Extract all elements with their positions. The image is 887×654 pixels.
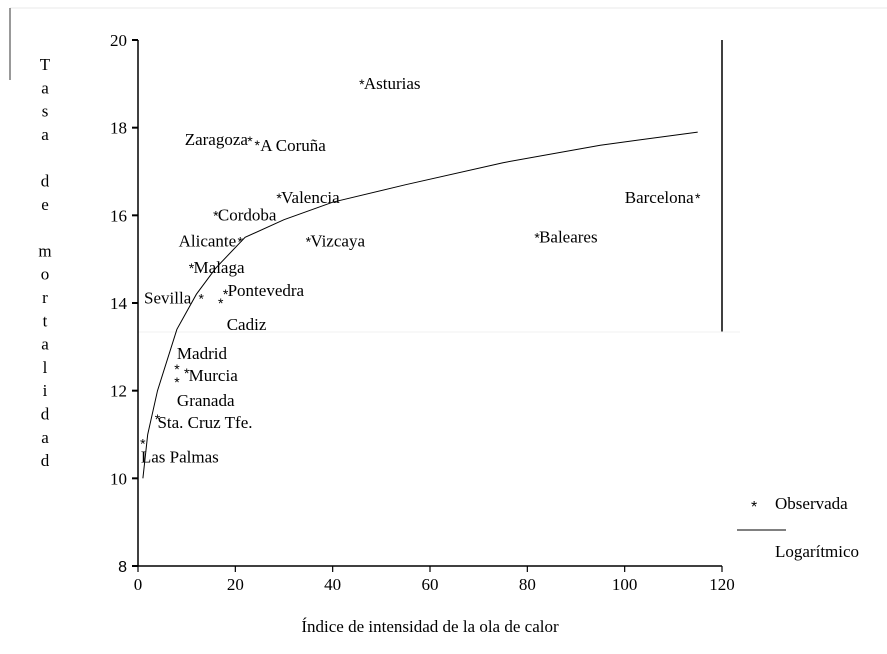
- data-point-marker: *: [276, 190, 282, 206]
- legend-fit-label: Logarítmico: [775, 542, 859, 561]
- y-tick-label: 8: [118, 559, 127, 576]
- point-label: Vizcaya: [310, 232, 365, 251]
- y-title-char: T: [40, 55, 51, 74]
- point-label: Madrid: [177, 344, 228, 363]
- x-tick-label: 60: [422, 575, 439, 594]
- x-tick-label: 120: [709, 575, 735, 594]
- legend-observed-marker: *: [751, 499, 757, 516]
- y-tick-label: 12: [110, 382, 127, 401]
- point-label: Barcelona: [625, 188, 694, 207]
- x-tick-label: 80: [519, 575, 536, 594]
- data-point-marker: *: [155, 411, 161, 427]
- data-point-marker: *: [255, 137, 261, 153]
- y-title-char: o: [41, 265, 50, 284]
- data-point-marker: *: [359, 76, 365, 92]
- point-label: Baleares: [539, 227, 598, 246]
- data-point-marker: *: [189, 260, 195, 276]
- point-label: A Coruña: [260, 136, 326, 155]
- ticks-group: 0 20 40 60 80 100 120 8 10 12 14 16 18 20: [110, 31, 735, 594]
- y-title-char: a: [41, 78, 49, 97]
- fit-line-logaritmico: [142, 131, 698, 479]
- y-title-char: d: [41, 451, 50, 470]
- y-tick-label: 18: [110, 119, 127, 138]
- y-title-char: e: [41, 195, 49, 214]
- point-label: Valencia: [281, 188, 340, 207]
- points-group: * Asturias*Zaragoza * A Coruña* Valencia *Bar…: [140, 74, 701, 466]
- x-tick-label: 20: [227, 575, 244, 594]
- point-label: Asturias: [364, 74, 421, 93]
- y-title-char: a: [41, 335, 49, 354]
- x-tick-label: 40: [324, 575, 341, 594]
- y-title-char: r: [42, 288, 48, 307]
- axes-group: [137, 40, 722, 567]
- y-tick-label: 14: [110, 294, 128, 313]
- y-tick-label: 16: [110, 206, 127, 225]
- y-title-char: a: [41, 125, 49, 144]
- legend: * Observada Logarítmico: [737, 494, 859, 561]
- data-point-marker: *: [184, 365, 190, 381]
- y-title-char: d: [41, 405, 50, 424]
- x-tick-label: 0: [134, 575, 143, 594]
- point-label: Malaga: [194, 258, 245, 277]
- data-point-marker: *: [174, 374, 180, 390]
- data-point-marker: *: [247, 133, 253, 149]
- x-axis-title: Índice de intensidad de la ola de calor: [301, 617, 559, 636]
- data-point-marker: *: [534, 229, 540, 245]
- point-label: Sevilla: [144, 289, 192, 308]
- point-label: Cordoba: [218, 205, 277, 224]
- y-title-char: l: [43, 358, 48, 377]
- point-label: Cadiz: [227, 315, 267, 334]
- data-point-marker: *: [199, 291, 205, 307]
- point-label: Las Palmas: [141, 447, 219, 466]
- data-point-marker: *: [140, 435, 146, 451]
- y-title-char: i: [43, 381, 48, 400]
- point-label: Alicante: [179, 232, 237, 251]
- legend-observed-label: Observada: [775, 494, 848, 513]
- data-point-marker: *: [218, 295, 224, 311]
- point-label: Pontevedra: [228, 281, 305, 300]
- data-point-marker: *: [237, 234, 243, 250]
- data-point-marker: *: [306, 234, 312, 250]
- data-point-marker: *: [695, 190, 701, 206]
- y-title-char: d: [41, 172, 50, 191]
- y-title-char: t: [43, 311, 48, 330]
- y-title-char: m: [38, 241, 51, 260]
- y-title-char: s: [42, 102, 49, 121]
- data-point-marker: *: [213, 207, 219, 223]
- point-label: Sta. Cruz Tfe.: [157, 413, 252, 432]
- y-tick-label: 10: [110, 469, 127, 488]
- point-label: Zaragoza: [185, 130, 249, 149]
- y-tick-label: 20: [110, 31, 127, 50]
- fit-line-group: [142, 131, 698, 479]
- point-label: Murcia: [189, 366, 239, 385]
- x-tick-label: 100: [612, 575, 638, 594]
- data-point-marker: *: [223, 286, 229, 302]
- data-point-marker: *: [174, 361, 180, 377]
- point-label: Granada: [177, 391, 235, 410]
- y-title-char: a: [41, 428, 49, 447]
